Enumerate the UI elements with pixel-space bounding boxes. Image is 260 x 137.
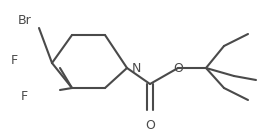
Text: N: N — [132, 62, 141, 75]
Text: F: F — [11, 54, 18, 66]
Text: O: O — [145, 119, 155, 132]
Text: F: F — [21, 89, 28, 102]
Text: Br: Br — [18, 14, 32, 26]
Text: O: O — [173, 62, 183, 75]
